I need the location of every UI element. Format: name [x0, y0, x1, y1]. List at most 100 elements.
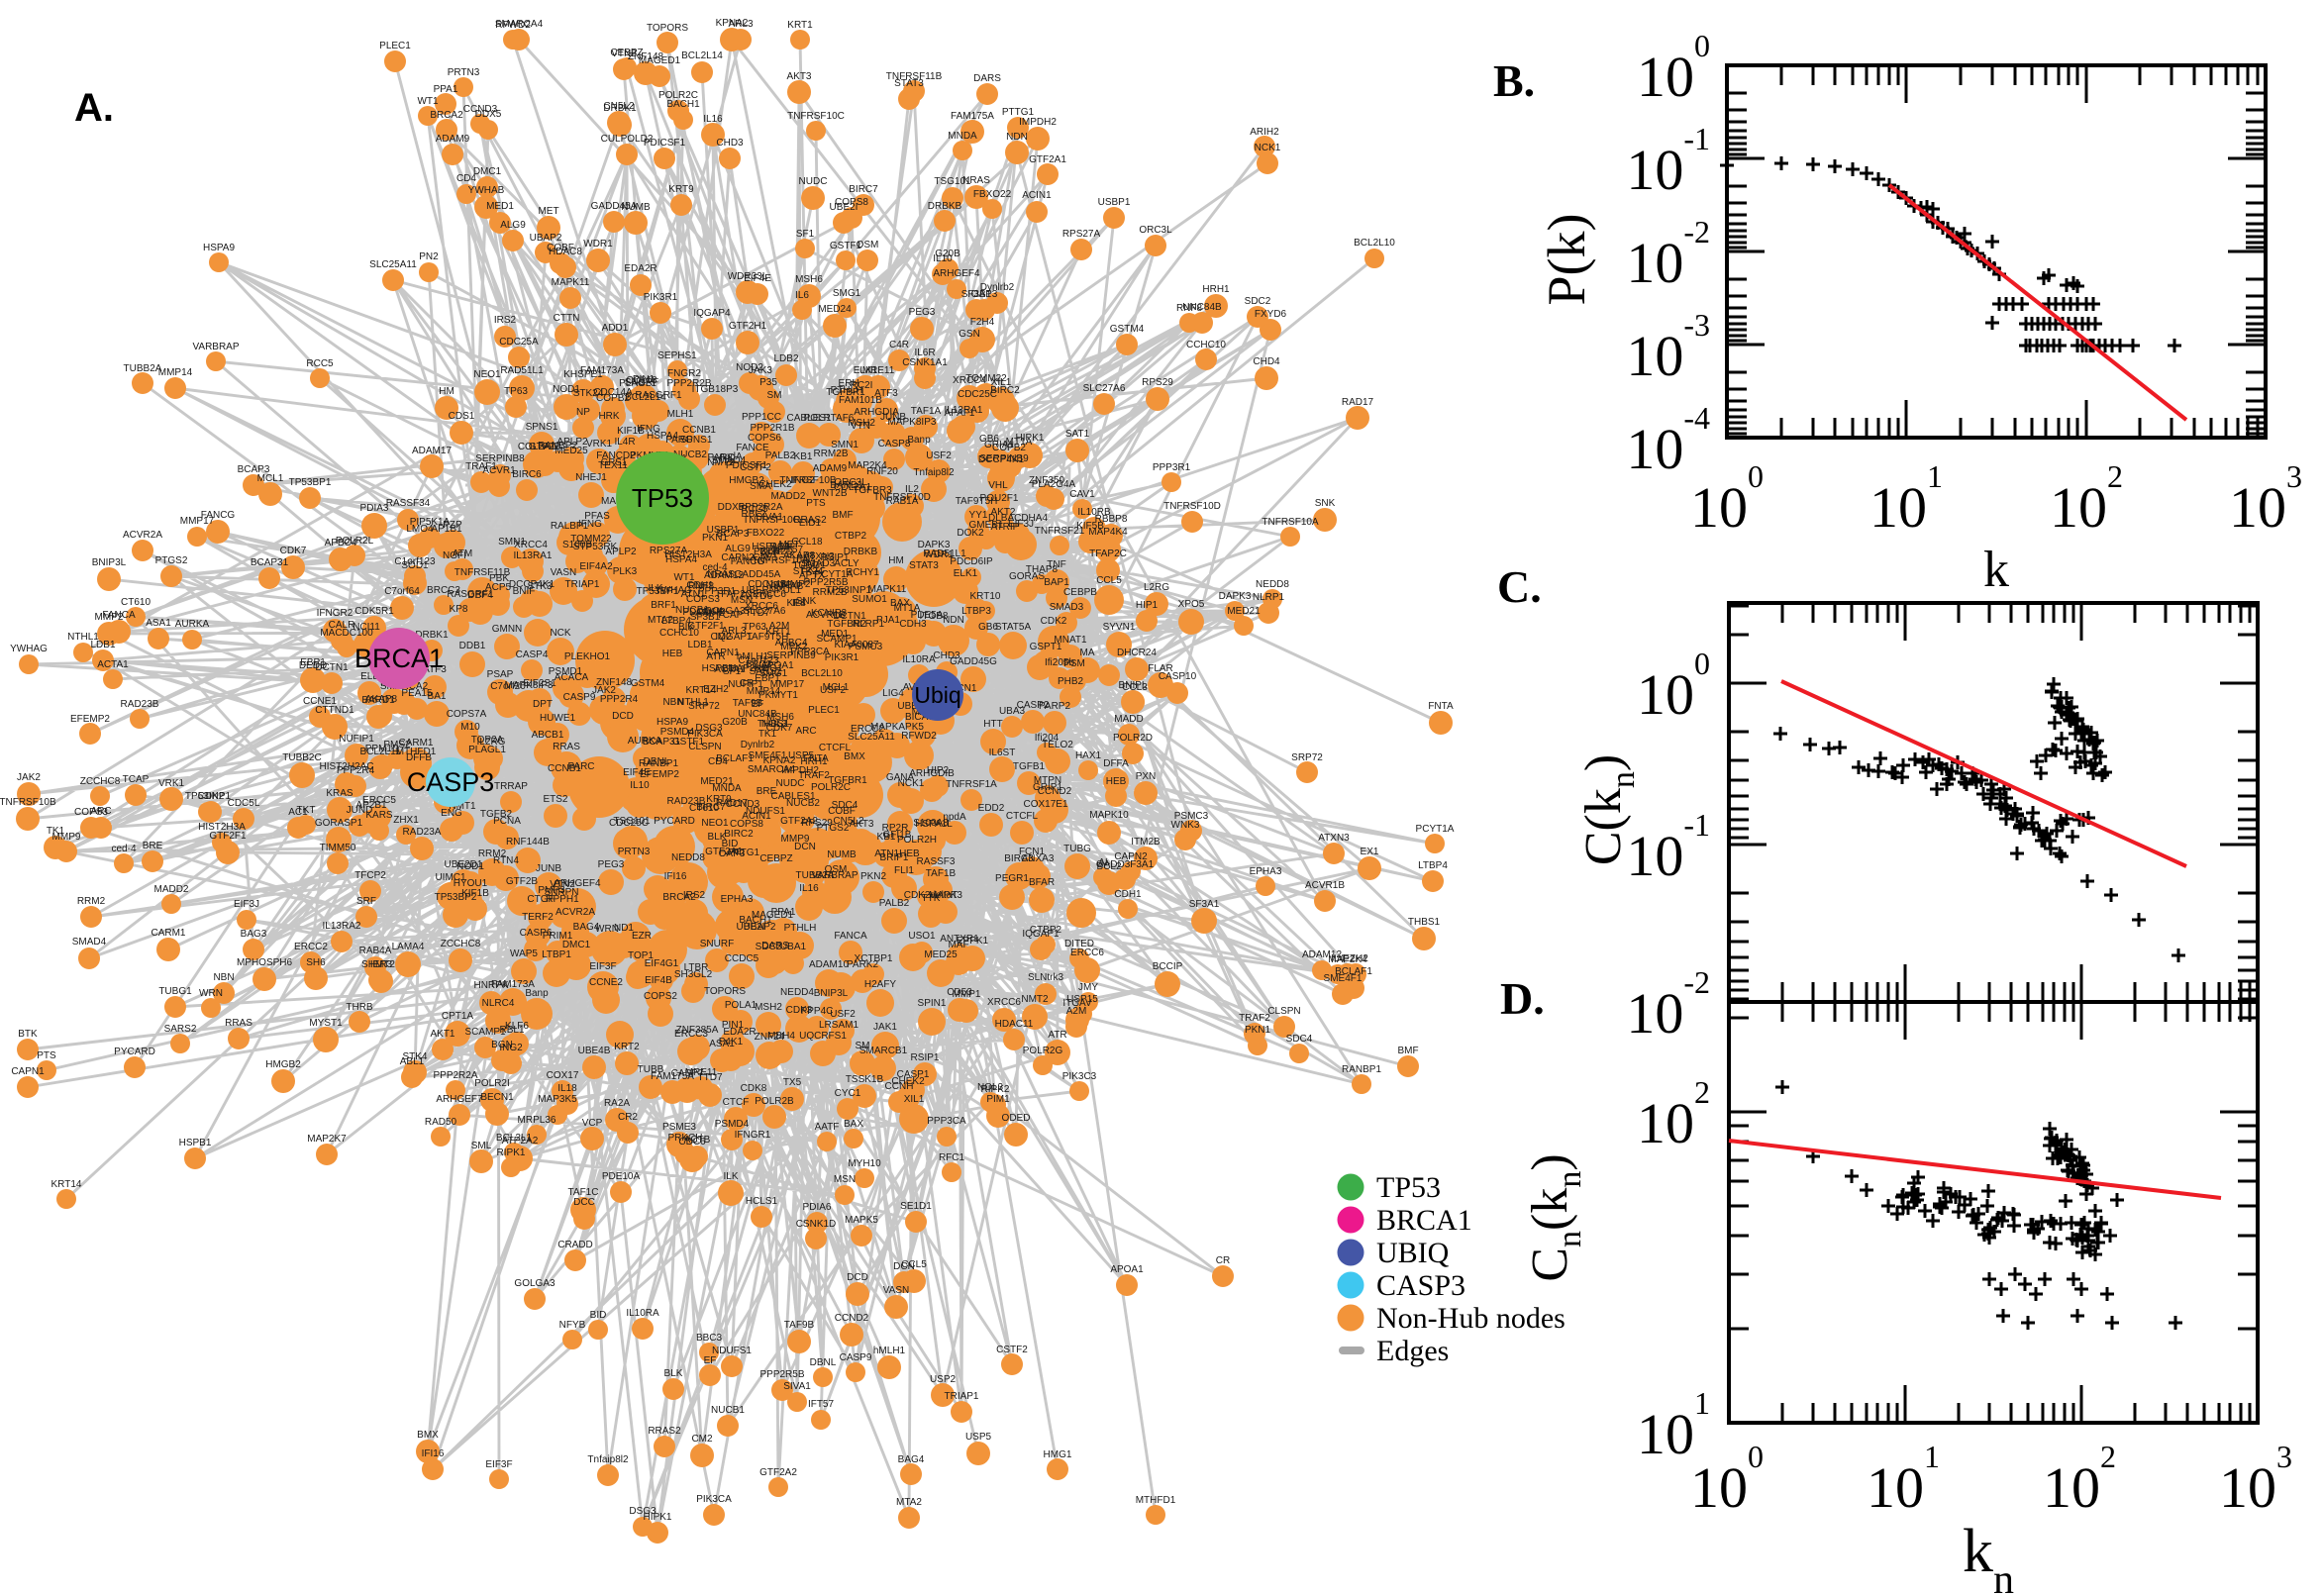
svg-text:TRAF2: TRAF2	[798, 770, 830, 781]
svg-text:NUCB1: NUCB1	[711, 1405, 745, 1416]
svg-text:LDB1: LDB1	[90, 640, 115, 650]
svg-text:CDK8: CDK8	[741, 1083, 767, 1094]
svg-text:EPHA3: EPHA3	[1250, 866, 1282, 877]
svg-text:CDC25A: CDC25A	[499, 337, 539, 348]
svg-text:NDUFS1: NDUFS1	[746, 806, 785, 817]
svg-text:ACVR1: ACVR1	[482, 465, 516, 476]
svg-text:Ubiq: Ubiq	[914, 682, 960, 708]
svg-text:LIG4: LIG4	[882, 688, 904, 699]
svg-text:USO1: USO1	[908, 931, 936, 942]
svg-text:CD4: CD4	[708, 756, 728, 767]
svg-text:MAPK10: MAPK10	[1089, 810, 1129, 821]
svg-text:TAF9T5H: TAF9T5H	[747, 632, 789, 643]
svg-text:HEB: HEB	[662, 648, 683, 659]
svg-text:CDS1: CDS1	[449, 411, 475, 422]
svg-text:TGFBR3: TGFBR3	[853, 485, 892, 496]
svg-text:LAMA4: LAMA4	[392, 942, 425, 952]
svg-text:AKT3: AKT3	[786, 71, 811, 82]
svg-text:BRCA2: BRCA2	[662, 892, 696, 903]
svg-text:PHB2: PHB2	[1058, 676, 1084, 687]
svg-text:IL4: IL4	[792, 598, 806, 609]
svg-text:SF1: SF1	[796, 229, 815, 240]
svg-text:CTGF: CTGF	[527, 894, 554, 905]
svg-text:IFNGR2: IFNGR2	[317, 608, 354, 619]
svg-text:EIF4G1: EIF4G1	[645, 958, 679, 969]
svg-text:TSSK1B: TSSK1B	[846, 1074, 884, 1085]
svg-text:RFC1: RFC1	[939, 1152, 965, 1163]
svg-text:VTN2: VTN2	[550, 879, 575, 890]
svg-text:TCAP: TCAP	[123, 774, 150, 785]
svg-text:BIRC6: BIRC6	[512, 469, 542, 480]
svg-text:TRIAP1: TRIAP1	[564, 579, 599, 590]
svg-text:TRRAP: TRRAP	[494, 781, 528, 792]
svg-text:CAPN1: CAPN1	[706, 648, 740, 658]
svg-text:MPK2: MPK2	[780, 642, 808, 652]
svg-text:AURKA: AURKA	[628, 736, 662, 747]
svg-text:P35: P35	[759, 377, 777, 388]
svg-text:MAPK5: MAPK5	[845, 1215, 878, 1226]
svg-text:GADD3F3A1: GADD3F3A1	[1096, 859, 1155, 870]
svg-text:PCYT1A: PCYT1A	[815, 569, 854, 580]
svg-text:TNFRSF10A: TNFRSF10A	[752, 555, 809, 566]
svg-text:C.: C.	[1497, 561, 1542, 612]
svg-text:TP63: TP63	[743, 622, 766, 633]
svg-text:TRIAP1: TRIAP1	[944, 1391, 978, 1402]
svg-text:ITGB8: ITGB8	[920, 611, 949, 622]
svg-text:THAP8: THAP8	[1026, 564, 1059, 575]
svg-text:BCCIP: BCCIP	[1153, 961, 1183, 972]
svg-text:APOA1: APOA1	[760, 660, 794, 671]
svg-text:RPS27A: RPS27A	[650, 546, 688, 556]
svg-text:SMG1: SMG1	[759, 668, 788, 679]
svg-text:TAF9T5H: TAF9T5H	[956, 496, 998, 507]
svg-text:CTBP2: CTBP2	[1030, 925, 1062, 936]
svg-text:SMARCA4: SMARCA4	[495, 19, 544, 30]
svg-text:CDC5L: CDC5L	[228, 798, 260, 809]
svg-text:IQGAP1: IQGAP1	[1022, 929, 1060, 940]
svg-text:PPA1: PPA1	[771, 907, 796, 918]
svg-text:MADD: MADD	[1114, 714, 1143, 725]
svg-text:TNF: TNF	[1047, 559, 1065, 570]
svg-text:ADAM10: ADAM10	[809, 959, 849, 970]
svg-text:CASP4: CASP4	[516, 649, 549, 660]
svg-text:BAG3: BAG3	[241, 929, 267, 940]
svg-text:NCK1: NCK1	[898, 778, 925, 789]
svg-text:MMP9: MMP9	[52, 832, 81, 843]
svg-text:PDE10A: PDE10A	[602, 1171, 641, 1182]
svg-text:PSM: PSM	[1063, 658, 1085, 669]
svg-text:RAD17: RAD17	[716, 798, 749, 809]
svg-text:NDN: NDN	[943, 615, 964, 626]
svg-text:KARS: KARS	[365, 810, 393, 821]
svg-text:CCNE1: CCNE1	[303, 696, 337, 707]
svg-text:EIF4E: EIF4E	[744, 273, 771, 284]
svg-text:VASN: VASN	[551, 567, 577, 578]
svg-text:PEG3: PEG3	[909, 307, 936, 318]
svg-text:GOLGA3: GOLGA3	[514, 1278, 556, 1289]
svg-text:GSPT1: GSPT1	[1030, 642, 1062, 652]
svg-text:PRTN3: PRTN3	[618, 847, 651, 857]
svg-text:USF2: USF2	[926, 450, 952, 461]
svg-text:Banp: Banp	[907, 435, 931, 446]
svg-text:TNFRSF11B: TNFRSF11B	[454, 567, 511, 578]
svg-text:LRSAM1: LRSAM1	[819, 1020, 858, 1031]
svg-text:HIP2: HIP2	[927, 765, 950, 776]
svg-text:CCL5: CCL5	[901, 1259, 927, 1270]
svg-text:POLR2L: POLR2L	[336, 536, 374, 547]
svg-text:NRAS: NRAS	[707, 569, 735, 580]
svg-text:Dynlrb2: Dynlrb2	[741, 740, 775, 750]
svg-text:EF: EF	[704, 1355, 717, 1366]
svg-text:ZNF148: ZNF148	[596, 677, 633, 688]
svg-text:COBF: COBF	[828, 806, 856, 817]
svg-text:MSH6: MSH6	[766, 712, 794, 723]
svg-text:KRT1: KRT1	[787, 20, 813, 31]
svg-text:NUCB2: NUCB2	[673, 449, 707, 460]
svg-text:MRE11: MRE11	[685, 1067, 718, 1078]
svg-text:TNFRSF1A: TNFRSF1A	[946, 779, 997, 790]
svg-text:HSPA4: HSPA4	[665, 554, 697, 565]
svg-text:MAP2K7: MAP2K7	[307, 1134, 347, 1145]
svg-text:COX17E1: COX17E1	[1023, 799, 1067, 810]
svg-text:UBA3: UBA3	[999, 706, 1026, 717]
svg-text:EIF2S1: EIF2S1	[523, 678, 556, 689]
svg-text:PPP2R2A: PPP2R2A	[738, 502, 782, 513]
svg-text:BRIP1: BRIP1	[880, 852, 909, 863]
svg-text:BBC3: BBC3	[696, 1333, 723, 1344]
